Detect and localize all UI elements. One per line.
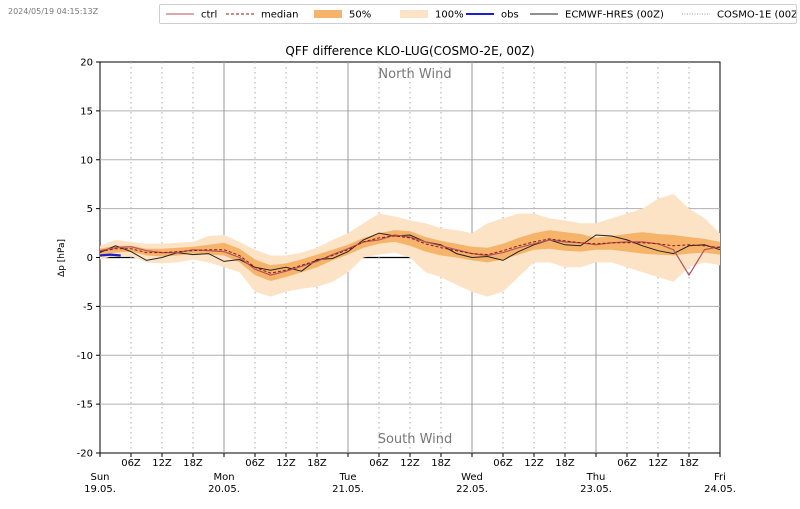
legend: ctrl median 50% 100% obs ECMWF-HRES (00Z) COSM…: [159, 4, 800, 24]
legend-label-ctrl: ctrl: [201, 10, 217, 21]
x-tick-label: 18Z: [679, 458, 699, 469]
legend-label-obs: obs: [501, 10, 519, 21]
legend-swatch-p50: [314, 10, 342, 18]
x-tick-label: 18Z: [307, 458, 327, 469]
legend-label-median: median: [261, 10, 299, 21]
band-50: [100, 230, 720, 281]
x-tick-label: 12Z: [152, 458, 172, 469]
chart-title: QFF difference KLO-LUG(COSMO-2E, 00Z): [285, 44, 534, 58]
day-label: Fri: [714, 472, 726, 483]
y-tick-label: 5: [87, 204, 93, 215]
x-tick-label: 06Z: [245, 458, 265, 469]
day-label: Tue: [338, 472, 356, 483]
annotation-south: South Wind: [378, 432, 453, 447]
ecmwf-line: [99, 232, 721, 272]
y-axis-label: Δp [hPa]: [57, 239, 67, 277]
legend-swatch-p100: [400, 10, 428, 18]
date-label: 20.05.: [208, 484, 240, 495]
day-label: Mon: [213, 472, 234, 483]
x-tick-label: 18Z: [183, 458, 203, 469]
x-tick-label: 12Z: [524, 458, 544, 469]
y-tick-label: 0: [87, 253, 93, 264]
date-label: 23.05.: [580, 484, 612, 495]
y-tick-label: -5: [83, 302, 93, 313]
bands: [100, 194, 720, 297]
x-tick-label: 12Z: [648, 458, 668, 469]
x-tick-label: 18Z: [431, 458, 451, 469]
y-tick-label: 15: [80, 106, 93, 117]
legend-label-p50: 50%: [349, 10, 371, 21]
day-label: Wed: [461, 472, 483, 483]
legend-label-cosmo1e: COSMO-1E (00Z): [717, 10, 796, 21]
day-label: Sun: [90, 472, 109, 483]
annotation-north: North Wind: [378, 67, 451, 82]
series-lines: [99, 232, 721, 277]
axes: -20 -15 -10 -5 0 5 10 15 20 06Z 12Z 18Z 06Z 12Z 18Z 06Z…: [77, 58, 736, 496]
y-tick-label: 20: [80, 58, 93, 69]
x-tick-label: 18Z: [555, 458, 575, 469]
date-label: 21.05.: [332, 484, 364, 495]
timestamp: 2024/05/19 04:15:13Z: [8, 7, 99, 16]
x-tick-label: 06Z: [493, 458, 513, 469]
y-tick-label: -20: [77, 449, 93, 460]
y-tick-label: 10: [80, 155, 93, 166]
obs-line: [99, 253, 121, 257]
x-tick-label: 12Z: [400, 458, 420, 469]
x-tick-label: 12Z: [276, 458, 296, 469]
day-label: Thu: [586, 472, 606, 483]
legend-label-p100: 100%: [435, 10, 464, 21]
legend-label-ecmwf: ECMWF-HRES (00Z): [565, 10, 664, 21]
date-label: 19.05.: [84, 484, 116, 495]
x-tick-label: 06Z: [369, 458, 389, 469]
legend-graphic: ctrl median 50% 100% obs ECMWF-HRES (00Z) COSM…: [166, 10, 800, 21]
x-tick-label: 06Z: [121, 458, 141, 469]
x-tick-label: 06Z: [617, 458, 637, 469]
ctrl-line: [99, 234, 721, 277]
date-label: 22.05.: [456, 484, 488, 495]
y-tick-label: -15: [77, 400, 93, 411]
y-tick-label: -10: [77, 351, 93, 362]
date-label: 24.05.: [704, 484, 736, 495]
